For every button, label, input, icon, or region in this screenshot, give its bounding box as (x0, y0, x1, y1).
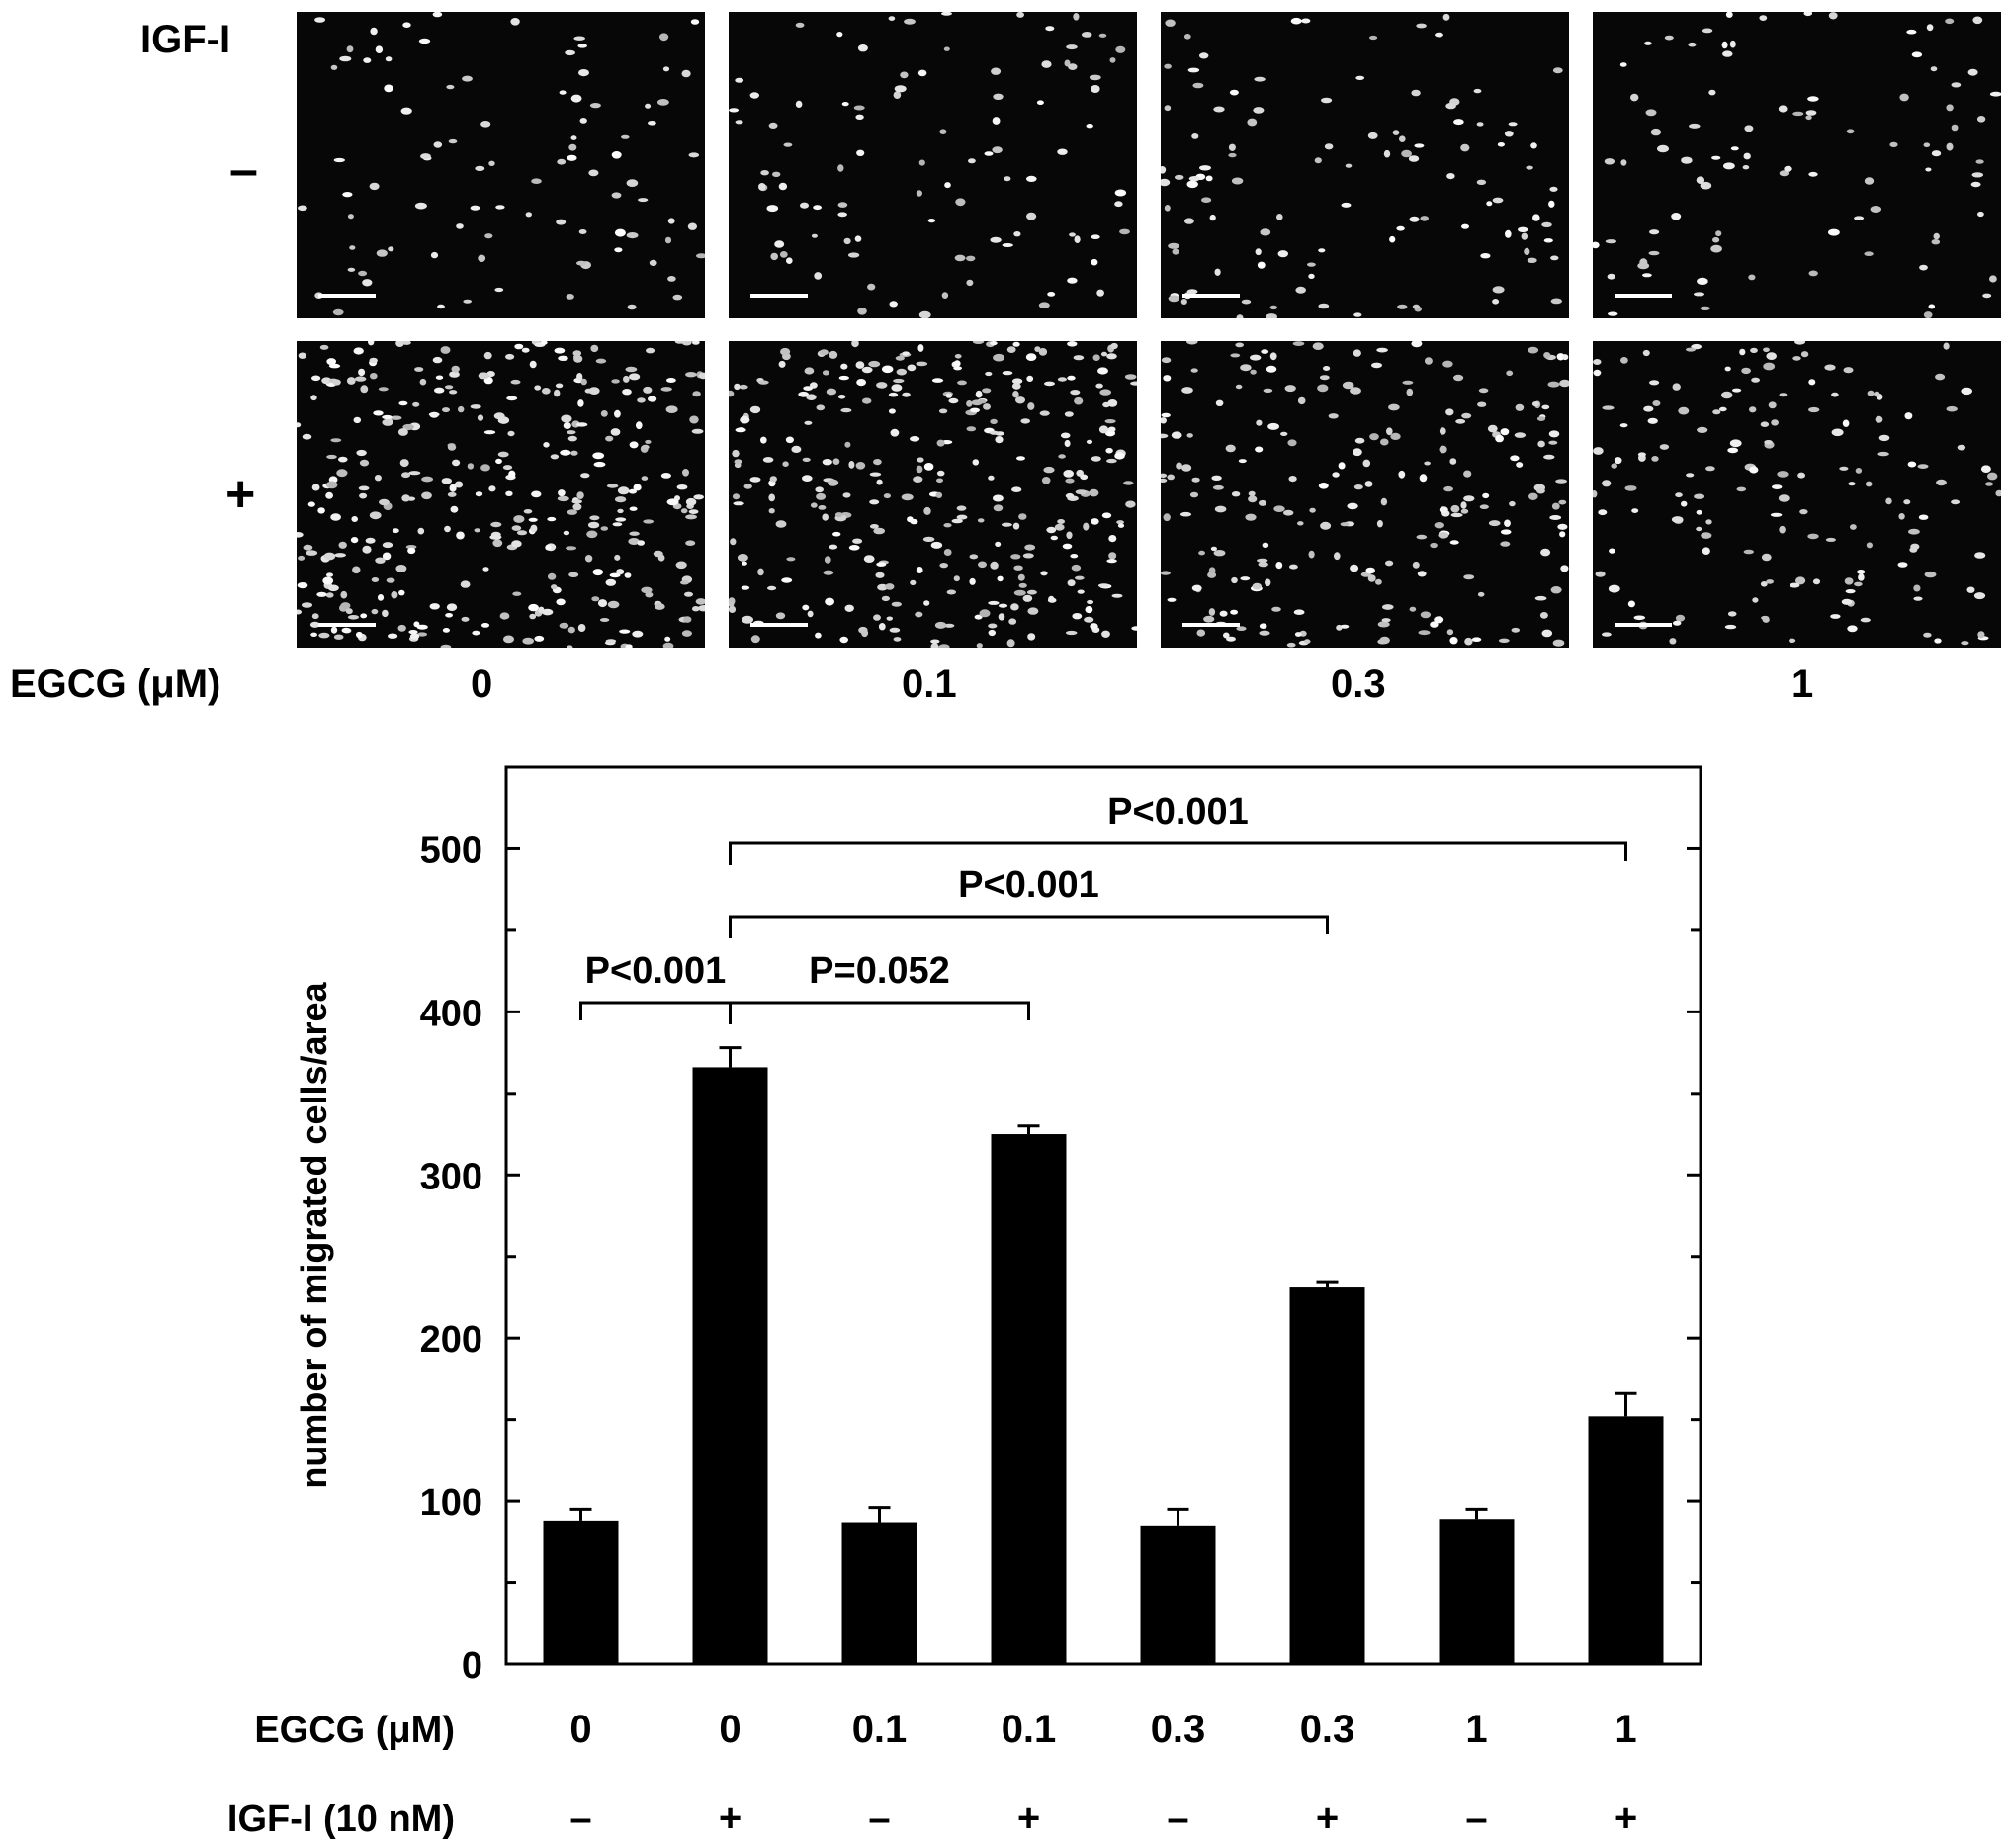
micrograph-igf-plus-egcg-0.1 (729, 341, 1137, 648)
scale-bar (1615, 294, 1672, 298)
y-tick-label: 200 (420, 1319, 482, 1361)
bar (841, 1522, 917, 1664)
bar (991, 1134, 1067, 1664)
y-axis-title: number of migrated cells/area (294, 981, 334, 1488)
y-tick-label: 400 (420, 993, 482, 1034)
x-tick-label-igf: – (569, 1797, 591, 1840)
y-tick-label: 0 (462, 1645, 482, 1687)
x-tick-label-egcg: 0.3 (1300, 1708, 1355, 1751)
x-tick-label-igf: + (1017, 1797, 1040, 1840)
micrograph-column-label-1: 0.1 (902, 662, 957, 706)
scale-bar (1182, 294, 1240, 298)
micrograph-row-label-plus: + (225, 466, 256, 523)
micrograph-igf-plus-egcg-1 (1593, 341, 2001, 648)
x-tick-label-egcg: 0.3 (1151, 1708, 1206, 1751)
significance-label: P<0.001 (958, 864, 1099, 906)
significance-bracket (729, 841, 1627, 865)
x-tick-label-igf: – (1465, 1797, 1487, 1840)
significance-label: P<0.001 (585, 950, 727, 992)
bar (1289, 1287, 1365, 1664)
x-tick-label-egcg: 0.1 (852, 1708, 908, 1751)
y-tick-label: 100 (420, 1482, 482, 1524)
micrograph-column-label-2: 0.3 (1331, 662, 1386, 706)
bar (1140, 1525, 1216, 1664)
micrograph-igf-minus-egcg-0.3 (1161, 12, 1569, 318)
significance-bracket (729, 915, 1329, 938)
micrograph-igf-plus-egcg-0 (297, 341, 705, 648)
x-tick-label-igf: – (1167, 1797, 1188, 1840)
x-row-label-igf: IGF-I (10 nM) (227, 1799, 455, 1840)
micrograph-x-axis-label: EGCG (μM) (10, 662, 221, 706)
micrograph-row-header: IGF-I (140, 18, 231, 61)
x-tick-label-egcg: 1 (1465, 1708, 1487, 1751)
scale-bar (318, 623, 376, 627)
significance-label: P=0.052 (809, 950, 950, 992)
x-row-label-egcg: EGCG (μM) (254, 1710, 455, 1751)
x-tick-label-igf: – (868, 1797, 890, 1840)
bar (692, 1067, 768, 1664)
y-tick-label: 500 (420, 830, 482, 871)
significance-bracket (579, 1001, 732, 1020)
bar (543, 1520, 619, 1664)
scale-bar (318, 294, 376, 298)
micrograph-igf-plus-egcg-0.3 (1161, 341, 1569, 648)
micrograph-igf-minus-egcg-0 (297, 12, 705, 318)
x-tick-label-egcg: 0 (569, 1708, 591, 1751)
micrograph-column-label-0: 0 (471, 662, 493, 706)
x-tick-label-igf: + (1316, 1797, 1339, 1840)
x-tick-label-egcg: 0.1 (1002, 1708, 1057, 1751)
significance-bracket (729, 1001, 1030, 1024)
bar (1439, 1519, 1515, 1664)
scale-bar (1182, 623, 1240, 627)
significance-label: P<0.001 (1107, 791, 1249, 833)
y-tick-label: 300 (420, 1156, 482, 1197)
bar (1588, 1416, 1664, 1664)
x-tick-label-egcg: 0 (719, 1708, 741, 1751)
micrograph-column-label-3: 1 (1791, 662, 1814, 706)
x-tick-label-igf: + (719, 1797, 742, 1840)
plot-frame (504, 765, 1702, 1666)
x-tick-label-igf: + (1615, 1797, 1637, 1840)
x-tick-label-egcg: 1 (1615, 1708, 1636, 1751)
scale-bar (750, 294, 808, 298)
scale-bar (1615, 623, 1672, 627)
micrograph-igf-minus-egcg-0.1 (729, 12, 1137, 318)
micrograph-igf-minus-egcg-1 (1593, 12, 2001, 318)
scale-bar (750, 623, 808, 627)
micrograph-row-label-minus: – (229, 141, 258, 199)
